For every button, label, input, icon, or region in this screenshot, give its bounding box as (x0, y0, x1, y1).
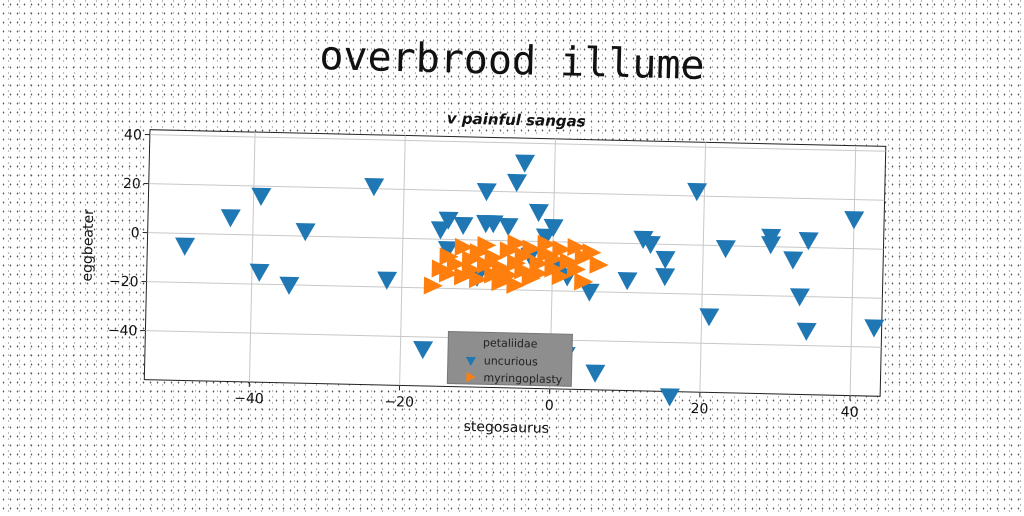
legend: petaliidae uncurious myringoplasty (447, 332, 572, 387)
x-tick-label: 0 (545, 398, 554, 414)
x-tick-label: −40 (234, 391, 264, 408)
legend-label-uncurious: uncurious (484, 354, 539, 368)
y-tick-label: 0 (131, 225, 140, 241)
y-axis-label: eggbeater (80, 209, 98, 282)
x-axis-label: stegosaurus (463, 419, 549, 437)
y-tick-label: −40 (108, 323, 138, 340)
x-tick-label: 40 (841, 404, 859, 420)
chart-subtitle: v painful sangas (447, 109, 586, 130)
data-point (660, 388, 680, 406)
y-tick-label: −20 (109, 274, 139, 291)
x-tick-label: −20 (384, 394, 414, 411)
x-tick-label: 20 (690, 401, 708, 417)
y-tick-label: 20 (123, 176, 141, 192)
legend-label-myringoplasty: myringoplasty (483, 371, 563, 386)
y-tick-label: 40 (124, 127, 142, 143)
legend-title: petaliidae (483, 336, 538, 350)
